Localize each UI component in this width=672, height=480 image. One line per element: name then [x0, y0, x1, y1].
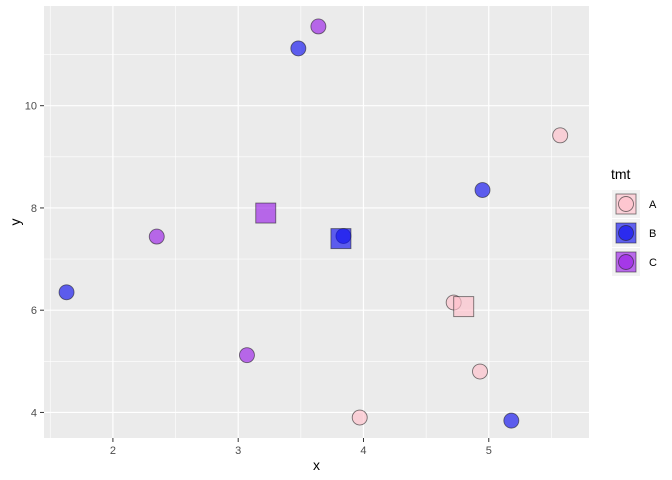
- legend-label: C: [649, 257, 657, 269]
- y-tick-label: 4: [31, 407, 37, 419]
- legend: tmt A B C: [611, 166, 657, 276]
- x-tick-label: 4: [360, 445, 366, 457]
- y-axis: 4 6 8 10: [25, 101, 44, 419]
- legend-title: tmt: [611, 166, 631, 182]
- mean-A: [453, 296, 475, 318]
- legend-item-C: C: [612, 248, 657, 276]
- x-tick-label: 2: [110, 445, 116, 457]
- legend-key-circle: [618, 254, 634, 270]
- legend-item-A: A: [612, 190, 657, 218]
- point-A: [351, 409, 368, 426]
- y-axis-title: y: [7, 219, 23, 226]
- mean-B: [330, 228, 352, 250]
- mean-C: [255, 202, 277, 224]
- point-A: [552, 127, 569, 144]
- legend-key-circle: [618, 225, 634, 241]
- point-B: [503, 412, 520, 429]
- point-B: [474, 182, 491, 198]
- point-B: [290, 40, 307, 57]
- legend-label: A: [649, 199, 657, 211]
- point-C: [310, 18, 327, 35]
- point-A: [472, 363, 488, 380]
- legend-label: B: [649, 228, 656, 240]
- major-gridlines: [44, 6, 589, 438]
- y-tick-label: 10: [25, 101, 37, 113]
- x-axis-title: x: [313, 457, 320, 473]
- minor-gridlines: [44, 6, 589, 438]
- point-B: [58, 284, 75, 301]
- y-tick-label: 8: [31, 203, 37, 215]
- legend-item-B: B: [612, 219, 656, 247]
- x-tick-label: 5: [486, 445, 492, 457]
- legend-key-circle: [618, 196, 634, 212]
- point-C: [239, 347, 255, 364]
- y-tick-label: 6: [31, 305, 37, 317]
- point-C: [148, 228, 165, 245]
- x-axis: 2 3 4 5: [110, 438, 492, 457]
- x-tick-label: 3: [235, 445, 241, 457]
- plot-panel: [44, 6, 589, 438]
- group-means: [255, 202, 475, 318]
